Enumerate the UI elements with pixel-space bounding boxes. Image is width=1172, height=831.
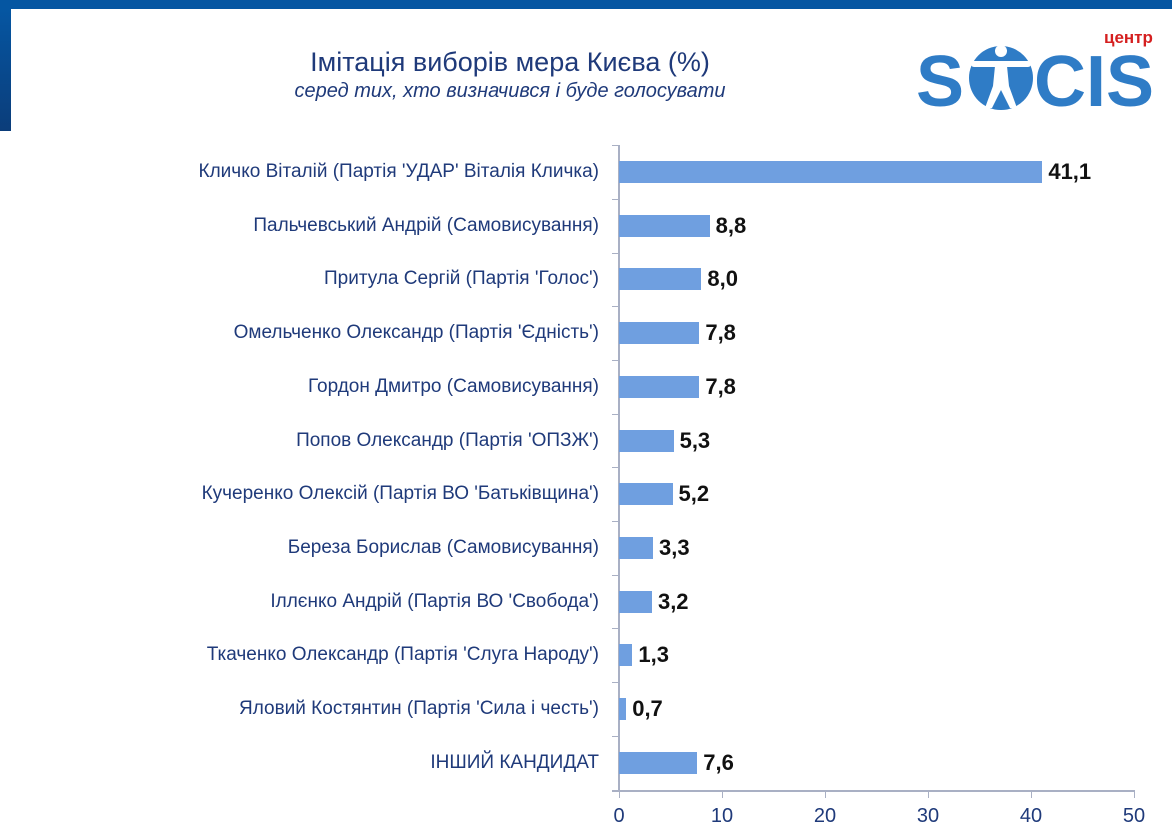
y-tick: [612, 735, 619, 737]
value-label: 1,3: [638, 642, 669, 668]
left-frame-bar: [0, 9, 11, 131]
y-tick: [612, 574, 619, 576]
y-tick: [612, 628, 619, 630]
logo-s-text: S: [916, 42, 964, 112]
bar: [619, 429, 674, 452]
category-label: ІНШИЙ КАНДИДАТ: [430, 751, 599, 773]
category-label: Ткаченко Олександр (Партія 'Слуга Народу…: [206, 644, 599, 666]
bar: [619, 751, 698, 774]
category-label: Кучеренко Олексій (Партія ВО 'Батьківщин…: [201, 483, 599, 505]
category-label: Гордон Дмитро (Самовисування): [307, 375, 599, 397]
human-figure-icon: [969, 45, 1033, 110]
x-tick: [928, 790, 929, 798]
bar: [619, 161, 1043, 183]
x-tick: [1134, 790, 1135, 798]
y-tick: [612, 467, 619, 469]
value-label: 5,3: [679, 427, 711, 453]
x-tick-label: 40: [1019, 805, 1043, 827]
value-label: 7,8: [705, 320, 736, 346]
category-label: Яловий Костянтин (Партія 'Сила і честь'): [239, 698, 599, 719]
y-tick: [612, 413, 619, 415]
y-tick: [612, 789, 619, 791]
socis-logo-icon: центр S CIS: [916, 28, 1154, 122]
y-tick: [612, 198, 619, 200]
value-label: 41,1: [1048, 159, 1092, 184]
value-label: 3,2: [657, 588, 689, 614]
bar: [619, 214, 710, 237]
y-tick: [612, 521, 619, 523]
category-label: Притула Сергій (Партія 'Голос'): [324, 268, 599, 290]
socis-logo: центр S CIS: [916, 26, 1166, 122]
x-axis-line: [612, 790, 1134, 792]
bar: [619, 698, 627, 720]
category-label: Попов Олександр (Партія 'ОПЗЖ'): [296, 429, 599, 451]
value-label: 5,2: [678, 481, 710, 507]
value-label: 7,8: [705, 373, 736, 399]
value-label: 7,6: [703, 749, 734, 775]
value-label: 0,7: [632, 696, 663, 721]
y-tick: [612, 252, 619, 254]
category-label: Іллєнко Андрій (Партія ВО 'Свобода'): [270, 590, 599, 612]
x-tick-label: 50: [1122, 805, 1146, 827]
y-tick: [612, 306, 619, 308]
y-tick: [612, 359, 619, 361]
bar: [619, 375, 700, 398]
y-tick: [612, 145, 619, 147]
category-label: Кличко Віталій (Партія 'УДАР' Віталія Кл…: [198, 161, 599, 182]
bar: [619, 644, 633, 667]
x-tick: [1031, 790, 1032, 798]
x-tick: [722, 790, 723, 798]
y-axis-line: [618, 145, 620, 792]
logo-cis-text: CIS: [1034, 42, 1154, 112]
value-label: 8,0: [707, 266, 738, 292]
bar: [619, 536, 653, 559]
x-tick-label: 20: [813, 805, 837, 827]
category-label: Омельченко Олександр (Партія 'Єдність'): [233, 322, 599, 344]
x-tick-label: 0: [613, 805, 625, 827]
chart-title: Імітація виборів мера Києва (%): [310, 47, 710, 77]
bar: [619, 483, 673, 506]
category-label: Пальчевський Андрій (Самовисування): [253, 214, 599, 236]
value-label: 8,8: [715, 212, 747, 238]
top-frame-strip: [0, 0, 1172, 9]
category-label: Береза Борислав (Самовисування): [287, 536, 599, 558]
chart-subtitle: серед тих, хто визначився і буде голосув…: [294, 80, 726, 102]
value-label: 3,3: [658, 534, 690, 560]
x-tick-label: 30: [916, 805, 940, 827]
bar: [619, 322, 700, 345]
y-tick: [612, 682, 619, 684]
x-tick: [619, 790, 620, 798]
x-tick-label: 10: [710, 805, 734, 827]
x-tick: [825, 790, 826, 798]
logo-centre-text: центр: [1104, 28, 1153, 47]
bar: [619, 268, 702, 291]
bar: [619, 590, 652, 613]
